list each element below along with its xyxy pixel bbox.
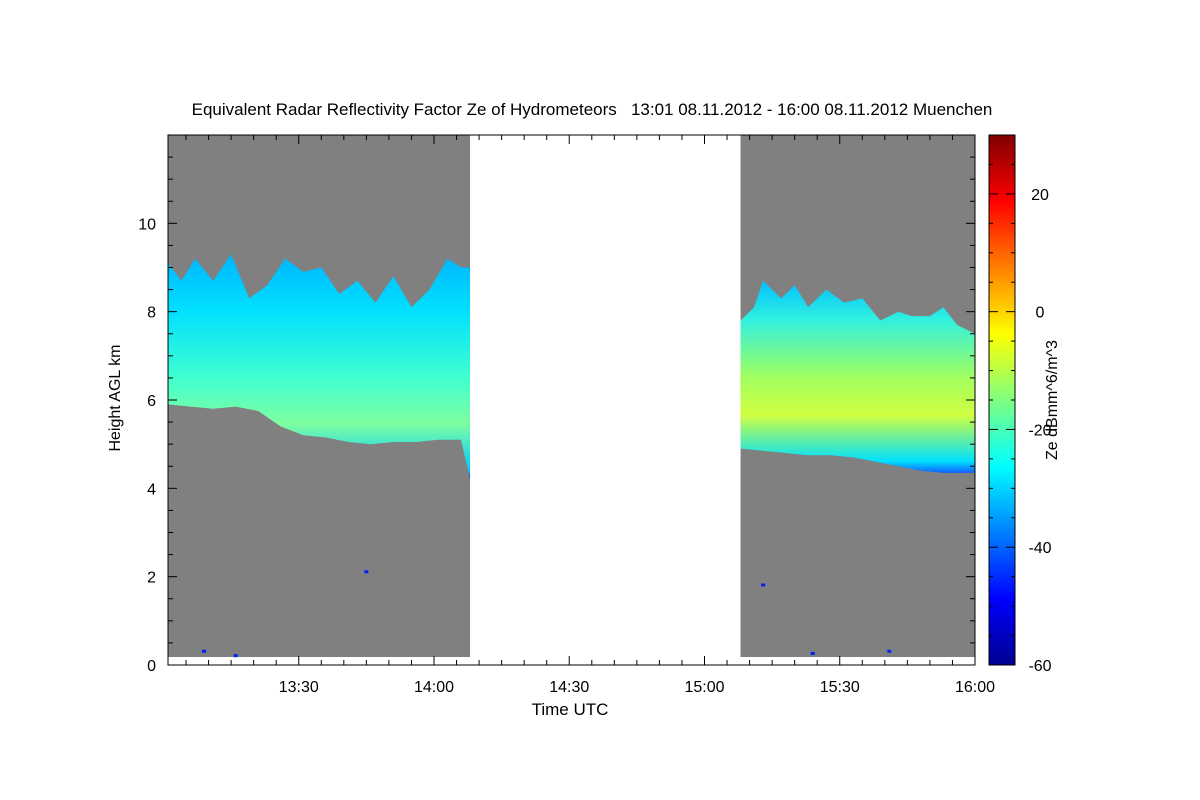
x-tick-label: 13:30 bbox=[279, 679, 319, 696]
plot-area bbox=[168, 135, 975, 665]
x-tick-label: 14:30 bbox=[549, 679, 589, 696]
colorbar-tick-label: 0 bbox=[1036, 305, 1045, 322]
y-tick-label: 4 bbox=[147, 481, 156, 498]
x-axis-label: Time UTC bbox=[532, 700, 609, 719]
echo-speckle bbox=[364, 570, 369, 574]
echo-speckle bbox=[233, 654, 238, 658]
cloud-layer-1 bbox=[168, 254, 471, 480]
y-axis-label: Height AGL km bbox=[107, 344, 124, 451]
colorbar-label: Ze dBmm^6/m^3 bbox=[1044, 340, 1061, 460]
colorbar: -60 -40 -20 0 20 bbox=[988, 134, 1052, 675]
echo-speckle bbox=[887, 649, 892, 653]
echo-speckle bbox=[761, 583, 766, 587]
y-tick-label: 0 bbox=[147, 658, 156, 675]
axes: 13:30 14:00 14:30 15:00 15:30 16:00 0 2 4 6 8 10 bbox=[138, 134, 995, 696]
x-tick-label: 15:00 bbox=[684, 679, 724, 696]
x-tick-label: 15:30 bbox=[820, 679, 860, 696]
missing-data-gap bbox=[470, 135, 741, 665]
y-tick-label: 6 bbox=[147, 393, 156, 410]
colorbar-tick-label: 20 bbox=[1031, 187, 1049, 204]
y-tick-label: 8 bbox=[147, 305, 156, 322]
y-tick-label: 10 bbox=[138, 216, 156, 233]
colorbar-tick-label: -60 bbox=[1028, 658, 1051, 675]
echo-speckle bbox=[202, 649, 207, 653]
x-tick-label: 14:00 bbox=[414, 679, 454, 696]
x-tick-label: 16:00 bbox=[955, 679, 995, 696]
chart-title: Equivalent Radar Reflectivity Factor Ze … bbox=[192, 100, 993, 119]
cloud-layer-2 bbox=[740, 280, 975, 473]
colorbar-tick-label: -20 bbox=[1028, 422, 1051, 439]
y-tick-label: 2 bbox=[147, 570, 156, 587]
echo-speckle bbox=[810, 651, 815, 655]
colorbar-tick-label: -40 bbox=[1028, 540, 1051, 557]
